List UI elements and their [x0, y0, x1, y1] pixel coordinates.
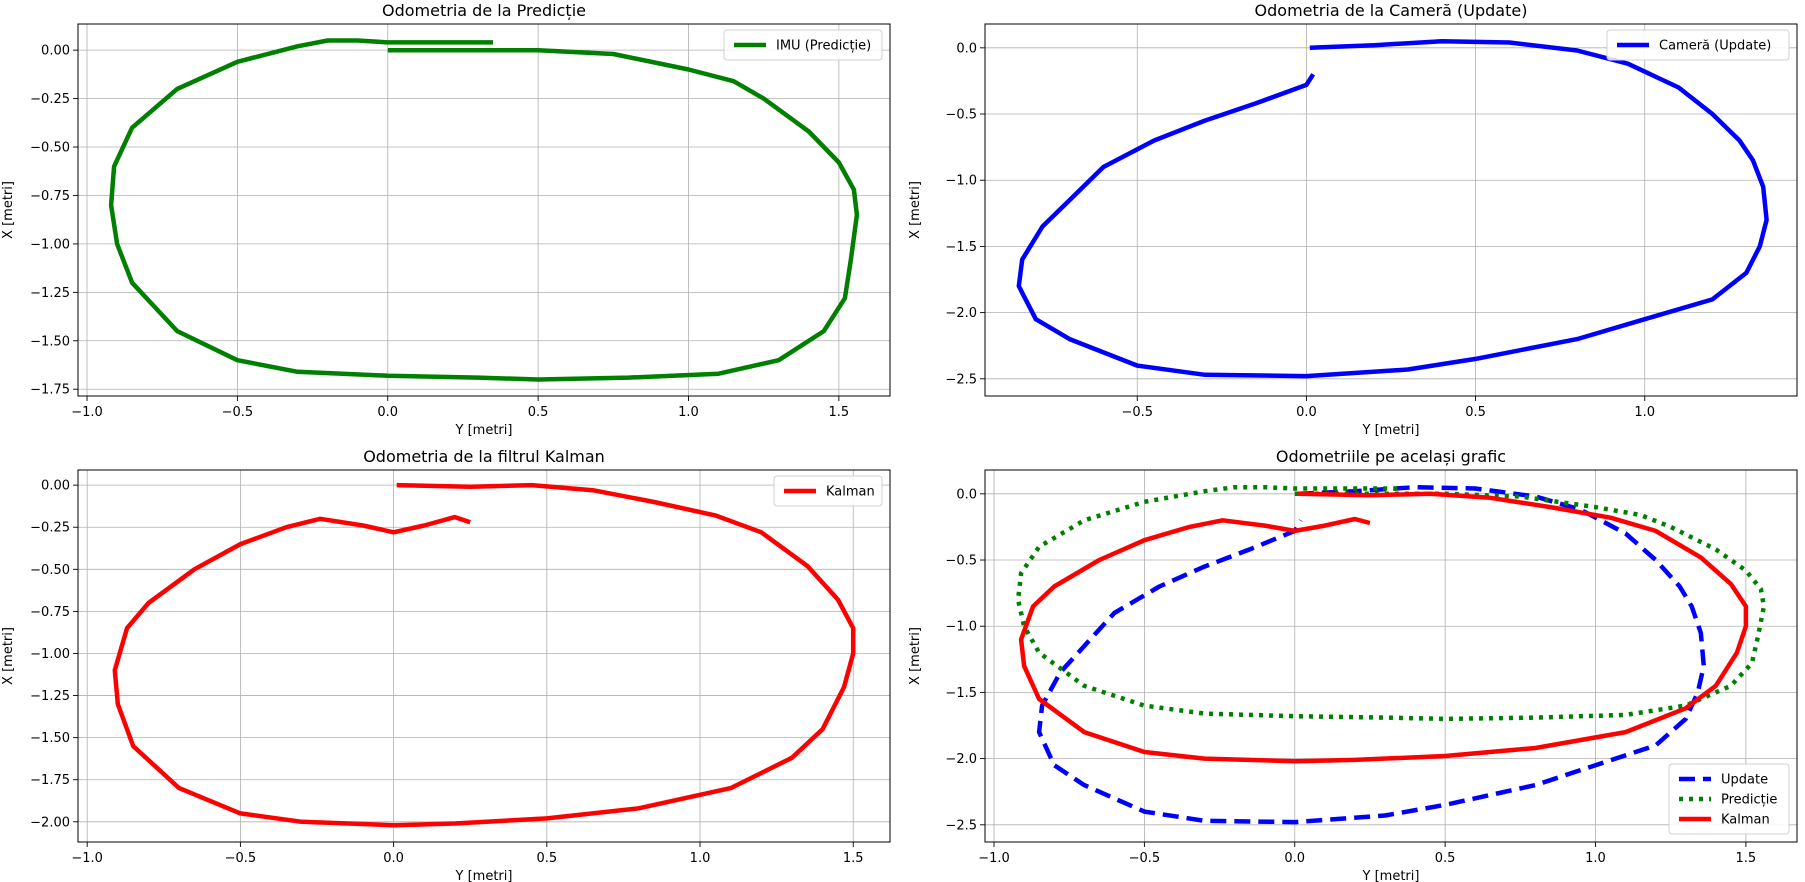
chart-title: Odometriile pe același grafic [1276, 447, 1506, 466]
plot-frame [984, 23, 1798, 397]
x-tick-label: 1.5 [829, 405, 850, 420]
x-tick-label: 1.0 [1634, 405, 1655, 420]
x-tick-label: −1.0 [71, 851, 103, 866]
x-tick-label: 1.5 [1736, 851, 1757, 866]
plot-frame [77, 23, 891, 397]
x-tick-label: 0.5 [1465, 405, 1486, 420]
y-tick-label: 0.00 [41, 44, 70, 59]
x-tick-label: 1.0 [1585, 851, 1606, 866]
y-axis-label: X [metri] [908, 627, 923, 685]
x-tick-label: −0.5 [1121, 405, 1153, 420]
x-tick-label: −0.5 [1129, 851, 1161, 866]
x-tick-label: −0.5 [225, 851, 257, 866]
subplot-2: −0.5 0.0 0.5 1.0 0.0 −0.5 −1.0 −1.5 −2.0 −2.5 Odom… [908, 1, 1798, 438]
legend: Update Predicție Kalman [1668, 763, 1790, 835]
y-tick-label: −1.75 [30, 383, 70, 398]
y-tick-label: −1.50 [30, 731, 70, 746]
chart-title: Odometria de la Predicție [382, 1, 586, 20]
plot-frame [77, 469, 891, 843]
y-tick-label: −0.75 [30, 605, 70, 620]
x-tick-label: 0.0 [1296, 405, 1317, 420]
y-tick-label: −0.50 [30, 141, 70, 156]
x-axis-label: Y [metri] [1362, 869, 1420, 882]
x-tick-label: 1.5 [843, 851, 864, 866]
legend: IMU (Predicție) [723, 29, 883, 61]
series-line-3 [1018, 491, 1749, 764]
y-tick-label: 0.00 [41, 479, 70, 494]
y-axis-label: X [metri] [1, 627, 16, 685]
plot-frame [984, 469, 1798, 843]
subplot-3: −1.0 −0.5 0.0 0.5 1.0 1.5 0.00 −0.25 −0.50 −0.75 −… [1, 447, 891, 882]
y-tick-label: −2.00 [30, 815, 70, 830]
legend-label: Kalman [1721, 813, 1770, 828]
x-tick-label: −1.0 [71, 405, 103, 420]
y-tick-label: −1.00 [30, 237, 70, 252]
series-line-1 [1016, 38, 1769, 379]
subplot-4: −1.0 −0.5 0.0 0.5 1.0 1.5 0.0 −0.5 −1.0 −1.5 −2.0 −… [908, 447, 1798, 882]
y-tick-label: −1.75 [30, 773, 70, 788]
y-tick-label: −2.0 [945, 306, 977, 321]
y-tick-label: −0.5 [945, 108, 977, 123]
y-tick-label: −2.0 [945, 752, 977, 767]
y-tick-label: −0.5 [945, 554, 977, 569]
y-tick-label: −1.25 [30, 689, 70, 704]
x-tick-label: 1.0 [678, 405, 699, 420]
x-tick-label: 0.5 [536, 851, 557, 866]
x-tick-label: 0.0 [383, 851, 404, 866]
x-tick-label: 0.0 [1284, 851, 1305, 866]
x-tick-label: 0.5 [528, 405, 549, 420]
legend-box [1606, 29, 1790, 61]
x-tick-label: 0.0 [377, 405, 398, 420]
legend-box [773, 475, 883, 507]
series-line-1 [112, 482, 856, 828]
series-line-1 [1036, 484, 1707, 825]
legend-label: Kalman [826, 485, 875, 500]
y-axis-label: X [metri] [1, 181, 16, 239]
x-tick-label: −0.5 [222, 405, 254, 420]
subplot-1: −1.0 −0.5 0.0 0.5 1.0 1.5 0.00 −0.25 −0.50 −0.75 −… [1, 1, 891, 438]
legend-label: IMU (Predicție) [776, 39, 871, 54]
x-axis-label: Y [metri] [455, 869, 513, 882]
y-tick-label: −0.75 [30, 189, 70, 204]
y-tick-label: −0.50 [30, 563, 70, 578]
y-tick-label: −0.25 [30, 92, 70, 107]
x-tick-label: −1.0 [978, 851, 1010, 866]
y-axis-label: X [metri] [908, 181, 923, 239]
chart-title: Odometria de la filtrul Kalman [363, 447, 605, 466]
y-tick-label: −1.0 [945, 174, 977, 189]
legend: Cameră (Update) [1606, 29, 1790, 61]
y-tick-label: −1.25 [30, 286, 70, 301]
x-axis-label: Y [metri] [455, 423, 513, 438]
y-tick-label: −1.5 [945, 240, 977, 255]
series-line-2 [1015, 484, 1767, 722]
y-tick-label: −1.50 [30, 334, 70, 349]
legend-label: Predicție [1721, 793, 1777, 808]
y-tick-label: −0.25 [30, 521, 70, 536]
y-tick-label: −1.0 [945, 620, 977, 635]
x-axis-label: Y [metri] [1362, 423, 1420, 438]
y-tick-label: 0.0 [956, 487, 977, 502]
y-tick-label: −1.00 [30, 647, 70, 662]
legend-label: Cameră (Update) [1659, 39, 1771, 54]
legend-label: Update [1721, 773, 1768, 788]
y-tick-label: −1.5 [945, 686, 977, 701]
y-tick-label: −2.5 [945, 372, 977, 387]
y-tick-label: −2.5 [945, 818, 977, 833]
legend-box [1668, 763, 1790, 835]
legend-box [723, 29, 883, 61]
x-tick-label: 0.5 [1435, 851, 1456, 866]
series-line-1 [108, 38, 860, 382]
chart-title: Odometria de la Cameră (Update) [1255, 1, 1528, 20]
y-tick-label: 0.0 [956, 41, 977, 56]
x-tick-label: 1.0 [690, 851, 711, 866]
legend: Kalman [773, 475, 883, 507]
